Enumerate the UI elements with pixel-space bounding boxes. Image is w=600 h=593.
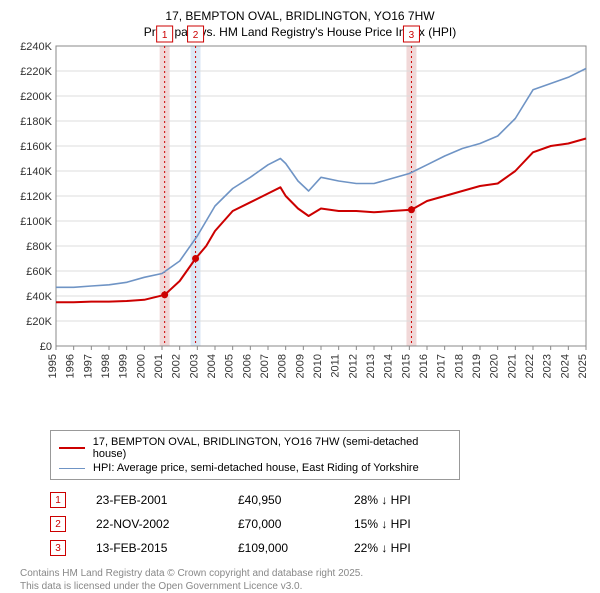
marker-delta-3: 22% ↓ HPI (354, 541, 411, 555)
svg-text:2016: 2016 (418, 354, 430, 378)
svg-text:2001: 2001 (153, 354, 165, 378)
marker-date-3: 13-FEB-2015 (96, 541, 208, 555)
marker-row: 3 13-FEB-2015 £109,000 22% ↓ HPI (50, 536, 590, 560)
svg-text:2005: 2005 (224, 354, 236, 378)
svg-text:£240K: £240K (20, 41, 52, 53)
svg-text:2015: 2015 (400, 354, 412, 378)
svg-text:£120K: £120K (20, 191, 52, 203)
svg-text:2007: 2007 (259, 354, 271, 378)
marker-delta-1: 28% ↓ HPI (354, 493, 411, 507)
title-line2: Price paid vs. HM Land Registry's House … (10, 24, 590, 40)
svg-text:2019: 2019 (471, 354, 483, 378)
marker-price-1: £40,950 (238, 493, 324, 507)
legend-label-0: 17, BEMPTON OVAL, BRIDLINGTON, YO16 7HW … (93, 436, 451, 460)
svg-text:2012: 2012 (347, 354, 359, 378)
marker-box-1: 1 (50, 492, 66, 508)
svg-text:£160K: £160K (20, 141, 52, 153)
title-block: 17, BEMPTON OVAL, BRIDLINGTON, YO16 7HW … (10, 8, 590, 40)
chart-container: 17, BEMPTON OVAL, BRIDLINGTON, YO16 7HW … (0, 0, 600, 590)
svg-text:2008: 2008 (277, 354, 289, 378)
svg-text:2: 2 (193, 30, 199, 41)
svg-text:£220K: £220K (20, 66, 52, 78)
svg-text:£60K: £60K (26, 266, 52, 278)
chart-svg: £0£20K£40K£60K£80K£100K£120K£140K£160K£1… (16, 46, 316, 196)
svg-text:£80K: £80K (26, 241, 52, 253)
footer: Contains HM Land Registry data © Crown c… (20, 568, 590, 593)
svg-text:£40K: £40K (26, 291, 52, 303)
svg-text:£140K: £140K (20, 166, 52, 178)
svg-text:3: 3 (409, 30, 415, 41)
svg-text:2002: 2002 (171, 354, 183, 378)
svg-text:2011: 2011 (330, 354, 342, 378)
marker-date-2: 22-NOV-2002 (96, 517, 208, 531)
svg-text:1997: 1997 (82, 354, 94, 378)
svg-text:2013: 2013 (365, 354, 377, 378)
marker-row: 2 22-NOV-2002 £70,000 15% ↓ HPI (50, 512, 590, 536)
svg-text:£0: £0 (40, 341, 52, 353)
svg-text:2017: 2017 (436, 354, 448, 378)
marker-date-1: 23-FEB-2001 (96, 493, 208, 507)
markers-block: 1 23-FEB-2001 £40,950 28% ↓ HPI 2 22-NOV… (50, 488, 590, 560)
marker-box-3: 3 (50, 540, 66, 556)
svg-text:2000: 2000 (135, 354, 147, 378)
svg-text:1999: 1999 (118, 354, 130, 378)
svg-text:2021: 2021 (506, 354, 518, 378)
footer-line1: Contains HM Land Registry data © Crown c… (20, 568, 590, 581)
svg-text:2025: 2025 (577, 354, 589, 378)
svg-text:2018: 2018 (453, 354, 465, 378)
title-line1: 17, BEMPTON OVAL, BRIDLINGTON, YO16 7HW (10, 8, 590, 24)
marker-price-2: £70,000 (238, 517, 324, 531)
marker-price-3: £109,000 (238, 541, 324, 555)
legend-swatch-1 (59, 468, 85, 469)
footer-line2: This data is licensed under the Open Gov… (20, 581, 590, 593)
svg-text:£180K: £180K (20, 116, 52, 128)
legend-row: 17, BEMPTON OVAL, BRIDLINGTON, YO16 7HW … (59, 435, 451, 461)
marker-row: 1 23-FEB-2001 £40,950 28% ↓ HPI (50, 488, 590, 512)
svg-text:2004: 2004 (206, 354, 218, 378)
svg-text:1996: 1996 (65, 354, 77, 378)
svg-text:2014: 2014 (383, 354, 395, 378)
svg-text:£200K: £200K (20, 91, 52, 103)
svg-text:2006: 2006 (241, 354, 253, 378)
svg-text:2022: 2022 (524, 354, 536, 378)
svg-text:1995: 1995 (47, 354, 59, 378)
svg-text:2010: 2010 (312, 354, 324, 378)
legend-swatch-0 (59, 447, 85, 449)
svg-text:2003: 2003 (188, 354, 200, 378)
marker-delta-2: 15% ↓ HPI (354, 517, 411, 531)
svg-text:2009: 2009 (294, 354, 306, 378)
marker-box-2: 2 (50, 516, 66, 532)
legend-label-1: HPI: Average price, semi-detached house,… (93, 462, 419, 474)
svg-text:£100K: £100K (20, 216, 52, 228)
svg-text:1998: 1998 (100, 354, 112, 378)
svg-text:2024: 2024 (559, 354, 571, 378)
svg-text:£20K: £20K (26, 316, 52, 328)
legend-row: HPI: Average price, semi-detached house,… (59, 461, 451, 475)
chart-area: £0 £20K £40K £60K £80K £100K £120K £140K £160K £1… (16, 46, 586, 386)
svg-text:1: 1 (162, 30, 168, 41)
svg-text:2023: 2023 (542, 354, 554, 378)
svg-text:2020: 2020 (489, 354, 501, 378)
legend-box: 17, BEMPTON OVAL, BRIDLINGTON, YO16 7HW … (50, 430, 460, 480)
